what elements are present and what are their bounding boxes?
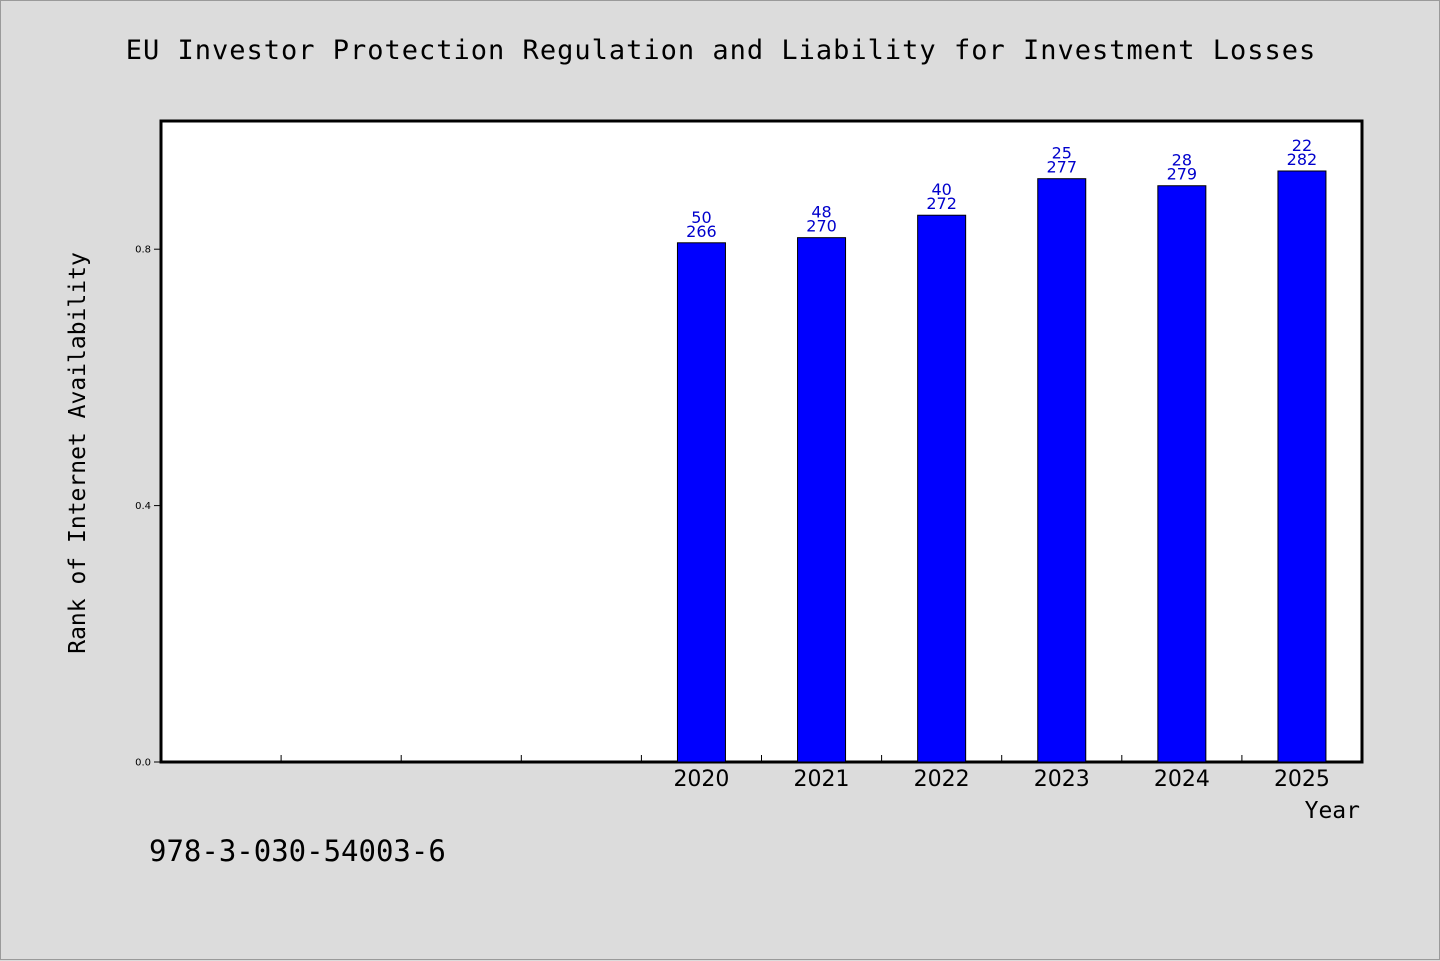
x-tick-label: 2024 [1154,767,1210,792]
x-tick-labels: 2020 2021 2022 2023 2024 2025 [673,767,1329,792]
x-tick-label: 2023 [1034,767,1090,792]
y-tick-label: 0.4 [135,501,151,512]
x-tick-label: 2021 [794,767,850,792]
bar-label-top: 40 [931,180,951,199]
bar [1277,170,1327,763]
bar-label-bottom: 270 [806,217,837,236]
axis-ticks [154,248,1243,763]
x-axis-label: Year [1305,798,1360,824]
bar [797,237,847,763]
bar-label-bottom: 266 [686,222,717,241]
x-tick-label: 2020 [673,767,729,792]
chart-title: EU Investor Protection Regulation and Li… [125,35,1317,66]
bar-series [676,170,1327,763]
x-tick-label: 2022 [914,767,970,792]
x-tick-label: 2025 [1274,767,1330,792]
y-tick-label: 0.8 [135,245,151,256]
bar-label-top: 25 [1052,144,1072,163]
y-tick-labels: 0.0 0.4 0.8 [135,245,151,769]
bar [676,242,726,763]
bar-label-bottom: 279 [1167,165,1198,184]
bar-label-top: 48 [811,203,831,222]
bar-label-top: 22 [1292,136,1312,155]
bar [1037,178,1087,763]
bar-label-bottom: 272 [926,194,957,213]
bar-label-top: 50 [691,208,711,227]
bar-label-bottom: 282 [1287,150,1318,169]
y-axis-label: Rank of Internet Availability [65,252,91,654]
bar [1157,185,1207,763]
bar [917,214,967,763]
footer-text: 978-3-030-54003-6 [149,834,446,868]
bar-label-bottom: 277 [1046,158,1077,177]
bar-label-top: 28 [1172,151,1192,170]
y-tick-label: 0.0 [135,758,151,769]
